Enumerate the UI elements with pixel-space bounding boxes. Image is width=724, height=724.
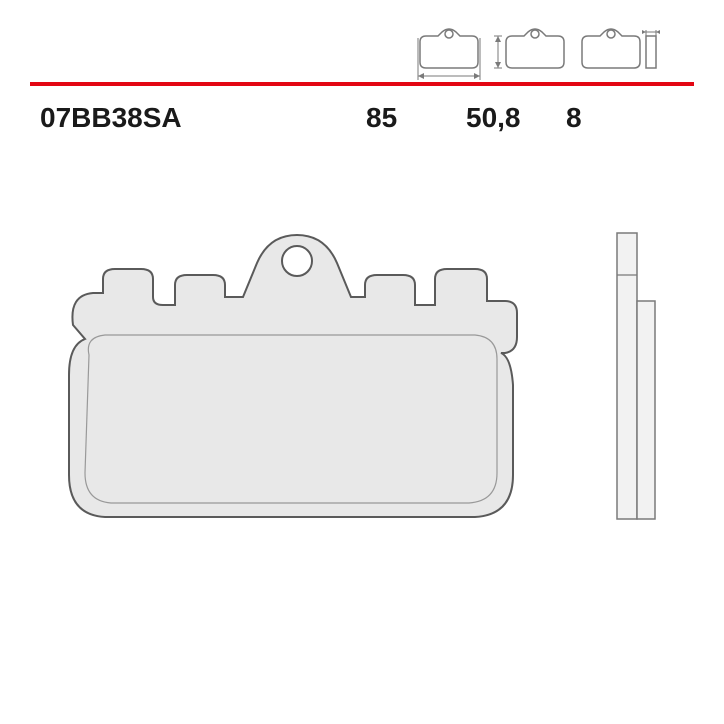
thickness-dimension-icon [578, 28, 664, 87]
red-divider-line [30, 82, 694, 86]
product-code: 07BB38SA [40, 102, 360, 134]
dimension-width-value: 85 [366, 102, 466, 134]
dimension-thickness-value: 8 [566, 102, 666, 134]
width-dimension-icon [414, 28, 484, 87]
dimension-icons-row [414, 28, 664, 87]
brake-pad-front-view [45, 205, 535, 540]
height-dimension-icon [492, 28, 570, 87]
dimension-height-value: 50,8 [466, 102, 566, 134]
brake-pad-side-view [609, 205, 669, 540]
spec-row: 07BB38SA 85 50,8 8 [40, 102, 684, 134]
